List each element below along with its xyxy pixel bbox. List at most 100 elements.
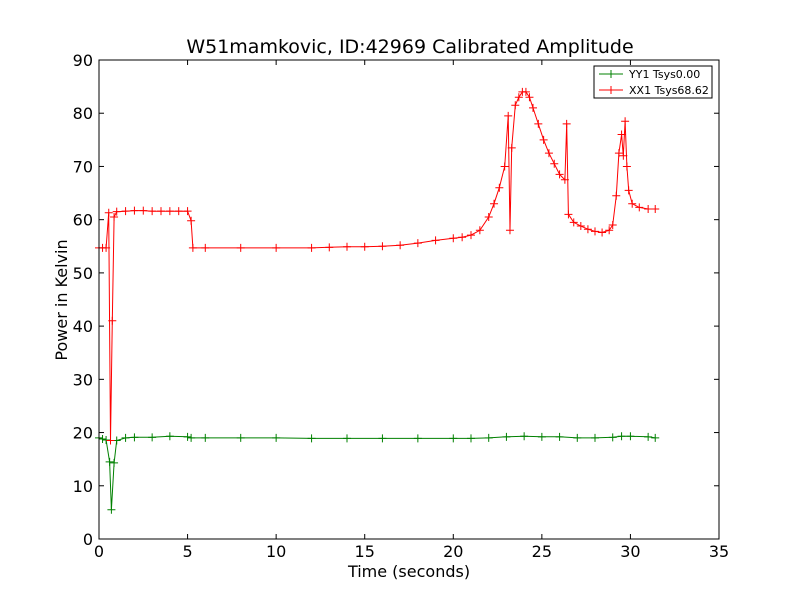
legend: YY1 Tsys0.00 XX1 Tsys68.62 [593,65,713,99]
legend-label: XX1 Tsys68.62 [629,84,709,97]
data-point [583,225,592,234]
data-point [130,433,139,442]
data-point [598,228,607,237]
legend-marker [607,86,615,94]
x-tick-label: 25 [532,542,552,561]
y-axis: 0 10 20 30 40 50 60 70 80 90 [73,51,719,549]
data-point [573,433,582,442]
data-point [272,433,281,442]
data-point [564,210,573,219]
data-point [413,239,422,248]
data-point [183,432,192,441]
x-axis-label: Time (seconds) [347,562,470,581]
data-point [502,432,511,441]
data-point [612,191,621,200]
data-point [617,130,626,139]
data-point [110,213,119,222]
data-point [378,242,387,251]
legend-box [593,65,713,99]
data-point [521,87,530,96]
data-point [505,226,514,235]
data-point [174,207,183,216]
data-point [475,226,484,235]
data-point [621,117,630,126]
x-tick-label: 5 [182,542,192,561]
data-point [272,243,281,252]
data-point [490,199,499,208]
x-tick-label: 15 [355,542,375,561]
data-point [495,183,504,192]
data-point [484,433,493,442]
data-point [628,199,637,208]
x-tick-label: 20 [443,542,463,561]
data-point [569,218,578,227]
data-point [511,101,520,110]
data-point [378,434,387,443]
data-point [467,231,475,240]
y-tick-label: 70 [73,157,93,176]
data-point [148,433,157,442]
x-tick-label: 10 [266,542,286,561]
data-point [343,242,351,251]
data-point [112,207,121,216]
series-line [99,91,656,441]
data-point [484,213,493,222]
data-point [187,433,196,442]
data-point [157,207,165,216]
data-point [130,206,139,215]
data-point [187,216,196,225]
data-point [651,205,660,214]
data-point [110,458,119,467]
data-point [605,226,614,235]
data-point [139,206,148,215]
y-tick-label: 40 [73,317,93,336]
data-point [644,432,653,441]
data-point [529,103,537,112]
plot-frame [98,59,720,540]
series-0 [95,432,660,514]
data-point [102,243,111,252]
data-point [325,243,334,252]
data-point [201,243,210,252]
chart-title: W51mamkovic, ID:42969 Calibrated Amplitu… [186,36,633,58]
data-point [236,243,245,252]
data-point [165,207,174,216]
data-point [431,236,440,245]
data-point [617,432,626,441]
data-point [188,243,197,252]
x-tick-label: 0 [94,542,104,561]
data-point [651,433,660,442]
y-tick-label: 30 [73,370,93,389]
data-point [148,207,157,216]
data-point [104,208,113,217]
y-tick-label: 60 [73,211,93,230]
data-point [458,233,467,242]
data-point [98,434,107,443]
data-point [504,111,513,120]
data-point [108,316,117,325]
data-point [520,432,529,441]
data-point [539,135,548,144]
data-point [121,207,130,216]
x-tick-label: 30 [620,542,640,561]
data-point [500,162,509,171]
data-point [550,159,559,168]
data-point [307,243,316,252]
data-point [121,433,130,442]
series-line [98,435,656,510]
data-point [343,434,351,443]
data-point [413,434,422,443]
data-point [467,434,475,443]
data-point [555,432,564,441]
y-tick-label: 90 [73,51,93,70]
data-point [201,433,210,442]
data-point [449,234,458,243]
y-axis-label: Power in Kelvin [52,239,71,360]
y-tick-label: 50 [73,264,93,283]
legend-label: YY1 Tsys0.00 [628,68,700,81]
legend-item: YY1 Tsys0.00 [599,68,700,81]
data-point [514,93,523,102]
data-point [106,436,115,445]
data-point [576,222,585,231]
